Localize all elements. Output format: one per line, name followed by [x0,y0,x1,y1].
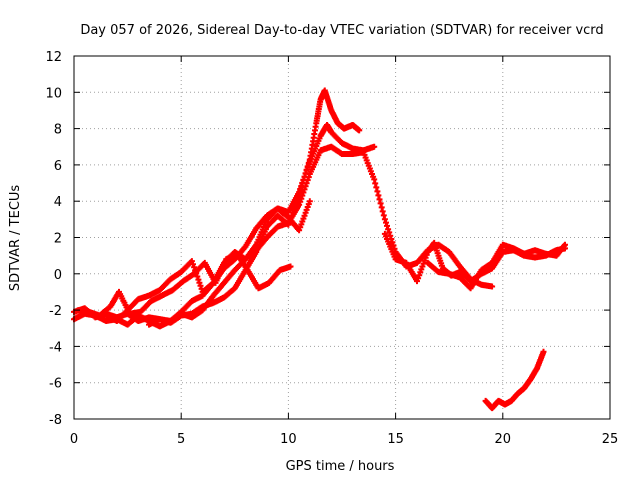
axis-ticks: 0 5 10 15 20 25 -8 -6 -4 -2 0 2 4 6 8 10 12 [45,50,618,447]
y-tick-label: 8 [54,123,62,138]
series-sat-h [482,348,547,412]
series-markers [424,241,568,292]
y-tick-label: 4 [54,195,62,210]
y-tick-label: -6 [49,377,62,392]
y-axis-label: SDTVAR / TECUs [8,185,23,292]
x-tick-label: 15 [387,432,404,447]
series-sat-g [103,198,313,324]
y-tick-label: -8 [49,413,62,428]
series-sat-e [424,241,568,292]
chart-title: Day 057 of 2026, Sidereal Day-to-day VTE… [80,23,603,38]
data-points [71,87,568,412]
series-markers [103,198,313,324]
series-sat-c [146,143,496,328]
y-tick-label: 2 [54,232,62,247]
y-tick-label: -2 [49,304,62,319]
y-tick-label: 12 [45,50,62,65]
series-markers [146,143,496,328]
x-axis-label: GPS time / hours [286,459,395,474]
x-tick-label: 5 [177,432,185,447]
series-sat-d [381,230,568,285]
series-markers [482,348,547,412]
x-tick-label: 0 [70,432,78,447]
y-tick-label: 6 [54,159,62,174]
series-markers [381,230,568,285]
y-tick-label: 0 [54,268,62,283]
y-tick-label: 10 [45,86,62,101]
x-tick-label: 10 [280,432,297,447]
x-tick-label: 25 [602,432,619,447]
y-tick-label: -4 [49,340,62,355]
x-tick-label: 20 [495,432,512,447]
grid [74,56,610,419]
